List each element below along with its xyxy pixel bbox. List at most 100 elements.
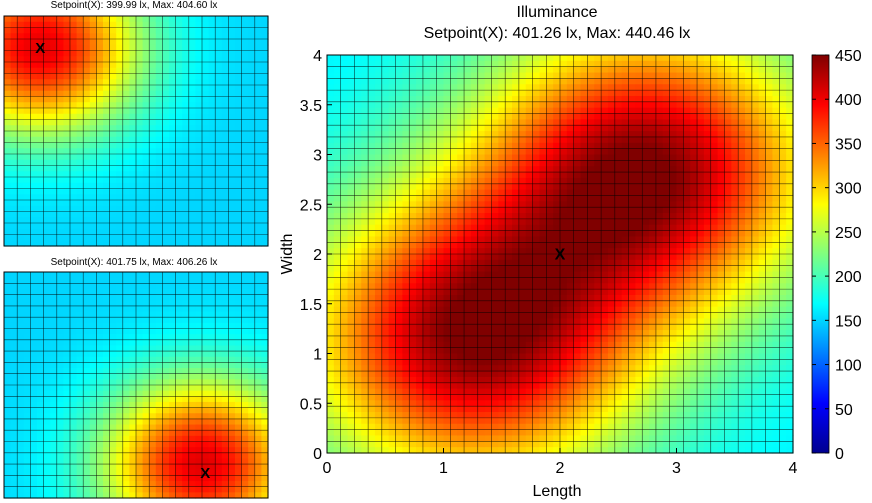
heatmap-cell — [491, 347, 499, 355]
heatmap-cell — [116, 39, 124, 46]
heatmap-cell — [498, 60, 506, 68]
heatmap-cell — [63, 351, 71, 358]
heatmap-cell — [208, 21, 216, 29]
heatmap-cell — [327, 154, 335, 161]
heatmap-cell — [402, 447, 410, 454]
heatmap-cell — [402, 300, 410, 308]
heatmap-cell — [43, 277, 51, 284]
heatmap-cell — [129, 90, 137, 98]
heatmap-cell — [182, 481, 190, 488]
heatmap-cell — [17, 452, 25, 460]
heatmap-cell — [450, 189, 458, 197]
heatmap-cell — [23, 305, 31, 313]
heatmap-cell — [10, 322, 18, 330]
heatmap-cell — [228, 79, 236, 86]
heatmap-cell — [208, 396, 216, 403]
heatmap-cell — [37, 21, 45, 29]
heatmap-cell — [195, 452, 203, 460]
heatmap-cell — [195, 424, 203, 431]
heatmap-cell — [37, 469, 45, 476]
heatmap-cell — [83, 390, 91, 397]
heatmap-cell — [235, 317, 243, 324]
heatmap-cell — [477, 148, 486, 156]
heatmap-cell — [221, 131, 229, 138]
heatmap-cell — [202, 452, 210, 460]
heatmap-cell — [429, 201, 438, 208]
heatmap-cell — [457, 154, 465, 161]
heatmap-cell — [56, 447, 64, 454]
heatmap-cell — [436, 125, 445, 132]
heatmap-cell — [129, 475, 137, 482]
heatmap-cell — [129, 435, 137, 443]
heatmap-cell — [142, 96, 150, 103]
heatmap-cell — [89, 113, 97, 121]
heatmap-cell — [395, 412, 403, 419]
heatmap-cell — [23, 102, 31, 109]
heatmap-cell — [361, 353, 369, 360]
heatmap-cell — [395, 136, 403, 144]
heatmap-cell — [388, 289, 397, 296]
heatmap-cell — [188, 177, 196, 184]
heatmap-cell — [155, 481, 163, 488]
heatmap-cell — [4, 73, 12, 80]
heatmap-cell — [368, 318, 376, 325]
heatmap-cell — [63, 39, 71, 46]
heatmap-cell — [248, 171, 256, 178]
heatmap-cell — [96, 351, 104, 358]
heatmap-cell — [17, 317, 25, 324]
heatmap-cell — [149, 390, 157, 397]
heatmap-cell — [23, 385, 31, 392]
heatmap-cell — [470, 394, 479, 401]
heatmap-cell — [443, 154, 451, 161]
heatmap-cell — [43, 194, 51, 201]
heatmap-cell — [261, 435, 269, 443]
heatmap-cell — [116, 424, 124, 431]
heatmap-cell — [202, 317, 210, 324]
heatmap-cell — [162, 311, 170, 318]
heatmap-cell — [484, 101, 493, 109]
heatmap-cell — [327, 412, 335, 419]
heatmap-cell — [89, 283, 97, 290]
heatmap-cell — [37, 356, 45, 363]
heatmap-cell — [195, 113, 203, 121]
heatmap-cell — [188, 481, 196, 488]
heatmap-cell — [248, 469, 256, 476]
heatmap-cell — [235, 430, 243, 437]
heatmap-cell — [409, 142, 417, 150]
heatmap-cell — [241, 131, 249, 138]
heatmap-cell — [155, 368, 163, 375]
heatmap-cell — [235, 131, 243, 138]
heatmap-cell — [409, 95, 417, 103]
heatmap-cell — [215, 441, 223, 448]
heatmap-cell — [188, 373, 196, 380]
heatmap-cell — [333, 376, 342, 384]
heatmap-cell — [464, 312, 472, 319]
heatmap-cell — [195, 56, 203, 63]
heatmap-cell — [103, 56, 111, 63]
heatmap-cell — [381, 259, 390, 267]
heatmap-cell — [221, 154, 229, 161]
heatmap-cell — [409, 172, 417, 179]
heatmap-cell — [429, 306, 438, 314]
heatmap-cell — [89, 458, 97, 465]
heatmap-cell — [361, 224, 369, 232]
heatmap-cell — [182, 240, 190, 247]
heatmap-cell — [241, 223, 249, 230]
heatmap-cell — [248, 475, 256, 482]
heatmap-cell — [122, 67, 130, 75]
heatmap-cell — [83, 334, 91, 341]
heatmap-cell — [103, 407, 111, 414]
heatmap-cell — [443, 172, 451, 179]
heatmap-cell — [129, 424, 137, 431]
heatmap-cell — [228, 171, 236, 178]
heatmap-cell — [169, 447, 177, 454]
heatmap-cell — [248, 90, 256, 98]
heatmap-cell — [129, 401, 137, 409]
heatmap-cell — [457, 66, 465, 74]
heatmap-cell — [333, 84, 342, 91]
heatmap-cell — [388, 142, 397, 150]
heatmap-cell — [70, 240, 78, 247]
heatmap-cell — [361, 55, 369, 62]
heatmap-cell — [37, 56, 45, 63]
heatmap-cell — [96, 131, 104, 138]
